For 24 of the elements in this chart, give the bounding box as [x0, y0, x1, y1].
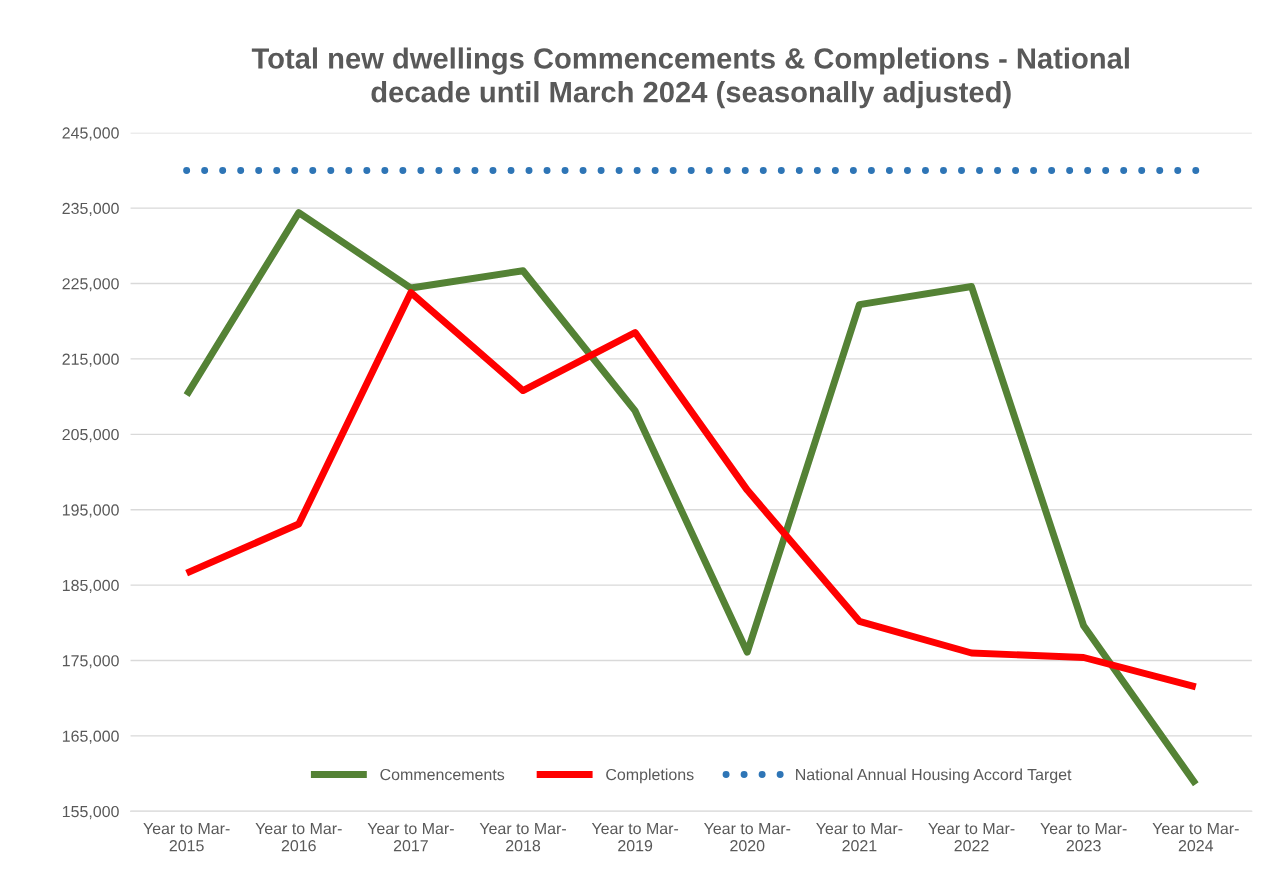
y-tick-label: 215,000: [62, 353, 119, 367]
x-tick-label: Year to Mar- 2024: [1152, 823, 1239, 852]
y-tick-label: 245,000: [62, 127, 119, 141]
x-tick-label: Year to Mar- 2021: [816, 823, 903, 852]
x-tick-label: Year to Mar- 2017: [367, 823, 454, 852]
chart-title: Total new dwellings Commencements & Completions - National decade until March 2024 (seasonally adjusted): [251, 47, 1129, 109]
y-tick-label: 185,000: [62, 579, 119, 593]
x-tick-label: Year to Mar- 2020: [703, 823, 791, 852]
y-tick-label: 155,000: [62, 805, 119, 820]
y-tick-label: 175,000: [62, 655, 119, 669]
legend-label: Completions: [606, 768, 694, 784]
y-tick-label: 205,000: [62, 428, 119, 443]
y-tick-label: 195,000: [62, 504, 119, 518]
y-tick-label: 225,000: [62, 278, 119, 292]
legend-label: National Annual Housing Accord Target: [796, 768, 1072, 784]
x-tick-label: Year to Mar- 2016: [255, 823, 342, 852]
x-tick-label: Year to Mar- 2019: [591, 823, 679, 852]
y-tick-label: 165,000: [62, 730, 119, 744]
x-tick-label: Year to Mar- 2015: [143, 823, 230, 852]
legend-label: Commencements: [380, 768, 505, 781]
x-tick-label: Year to Mar- 2023: [1040, 823, 1127, 852]
x-tick-label: Year to Mar- 2022: [928, 823, 1015, 852]
y-tick-label: 235,000: [62, 202, 119, 216]
x-tick-label: Year to Mar- 2018: [479, 823, 566, 852]
